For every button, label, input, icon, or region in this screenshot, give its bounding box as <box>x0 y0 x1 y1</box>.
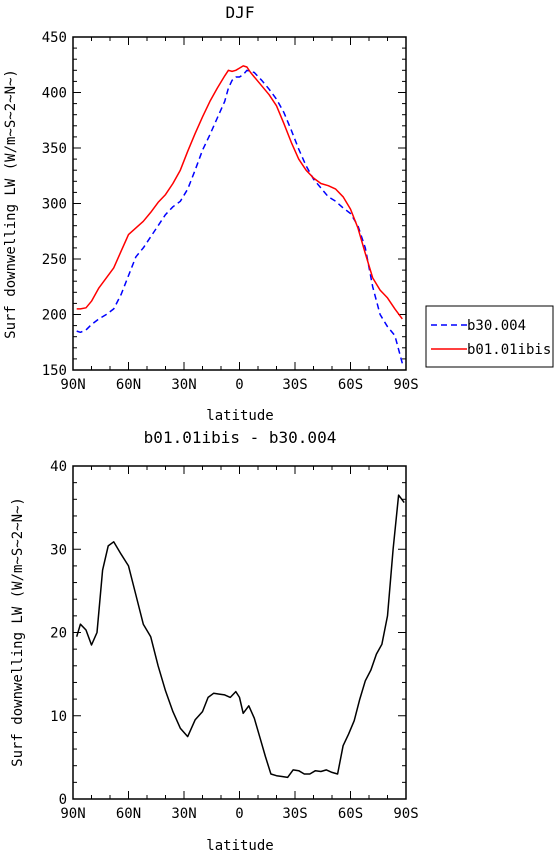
top-ticks: 90N 60N 30N 0 30S 60S 90S 150 200 250 300 350 400 450 <box>42 30 419 393</box>
bottom-x-tick-label: 90N <box>60 806 85 822</box>
top-panel: DJF latitude Surf downwelling LW (W/m~S~… <box>3 3 419 424</box>
top-x-axis-label: latitude <box>206 408 273 424</box>
top-chart-title: DJF <box>226 3 255 22</box>
top-plot-frame <box>72 36 407 371</box>
top-x-tick-label: 90S <box>393 377 418 393</box>
top-y-tick-label: 150 <box>42 363 67 379</box>
top-x-tick-label: 30N <box>171 377 196 393</box>
bottom-panel: b01.01ibis - b30.004 latitude Surf downw… <box>10 428 419 852</box>
top-y-tick-label: 300 <box>42 197 67 213</box>
top-x-tick-label: 90N <box>60 377 85 393</box>
legend-box <box>425 305 554 368</box>
bottom-plot-frame <box>72 465 407 800</box>
legend-label-b01-01ibis: b01.01ibis <box>467 342 551 358</box>
bottom-y-tick-label: 0 <box>59 792 67 808</box>
bottom-y-tick-label: 30 <box>50 542 67 558</box>
bottom-y-axis-label: Surf downwelling LW (W/m~S~2~N~) <box>10 497 26 767</box>
bottom-x-tick-label: 60S <box>338 806 363 822</box>
bottom-series-lines <box>75 494 405 779</box>
bottom-y-tick-label: 20 <box>50 626 67 642</box>
bottom-x-tick-label: 0 <box>235 806 243 822</box>
bottom-y-tick-label: 10 <box>50 709 67 725</box>
bottom-ticks: 90N 60N 30N 0 30S 60S 90S 0 10 20 30 40 <box>50 459 419 822</box>
top-x-tick-label: 60S <box>338 377 363 393</box>
top-x-tick-label: 0 <box>235 377 243 393</box>
top-y-tick-label: 250 <box>42 252 67 268</box>
top-series-lines <box>76 65 404 364</box>
legend-label-b30-004: b30.004 <box>467 318 526 334</box>
bottom-chart-title: b01.01ibis - b30.004 <box>144 428 337 447</box>
bottom-series-line-difference <box>75 494 405 779</box>
bottom-x-tick-label: 60N <box>116 806 141 822</box>
top-series-line-b30-004 <box>76 69 404 364</box>
bottom-x-tick-label: 30N <box>171 806 196 822</box>
legend: b30.004 b01.01ibis <box>425 305 554 368</box>
top-y-axis-label: Surf downwelling LW (W/m~S~2~N~) <box>3 69 19 339</box>
bottom-x-tick-label: 90S <box>393 806 418 822</box>
bottom-y-tick-label: 40 <box>50 459 67 475</box>
top-x-tick-label: 30S <box>282 377 307 393</box>
top-y-tick-label: 400 <box>42 86 67 102</box>
top-x-tick-label: 60N <box>116 377 141 393</box>
top-y-tick-label: 200 <box>42 308 67 324</box>
top-y-tick-label: 450 <box>42 30 67 46</box>
bottom-x-tick-label: 30S <box>282 806 307 822</box>
bottom-x-axis-label: latitude <box>206 838 273 852</box>
top-series-line-b01-01ibis <box>76 65 403 320</box>
top-y-tick-label: 350 <box>42 141 67 157</box>
